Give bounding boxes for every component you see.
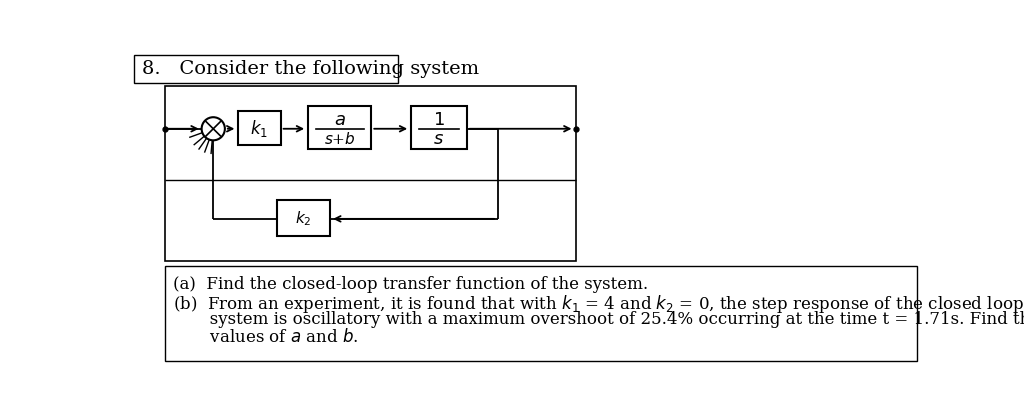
Bar xyxy=(165,86,575,261)
Text: 8.   Consider the following system: 8. Consider the following system xyxy=(142,60,479,78)
Text: values of $a$ and $b$.: values of $a$ and $b$. xyxy=(173,328,358,346)
Text: $a$: $a$ xyxy=(334,111,345,129)
Text: $1$: $1$ xyxy=(433,111,444,129)
Bar xyxy=(238,112,281,145)
Bar xyxy=(134,56,397,83)
Text: system is oscillatory with a maximum overshoot of 25.4% occurring at the time t : system is oscillatory with a maximum ove… xyxy=(173,310,1024,327)
Bar xyxy=(276,201,330,236)
Text: $s$: $s$ xyxy=(433,130,444,147)
Circle shape xyxy=(202,118,225,141)
Bar xyxy=(165,266,916,361)
Text: (a)  Find the closed-loop transfer function of the system.: (a) Find the closed-loop transfer functi… xyxy=(173,275,648,292)
Bar xyxy=(411,107,467,150)
Bar xyxy=(308,107,372,150)
Text: $k_1$: $k_1$ xyxy=(250,118,268,139)
Text: (b)  From an experiment, it is found that with $k_1$ = 4 and $k_2$ = 0, the step: (b) From an experiment, it is found that… xyxy=(173,292,1024,314)
Text: $k_2$: $k_2$ xyxy=(295,209,311,228)
Text: $s$+$b$: $s$+$b$ xyxy=(324,131,355,147)
